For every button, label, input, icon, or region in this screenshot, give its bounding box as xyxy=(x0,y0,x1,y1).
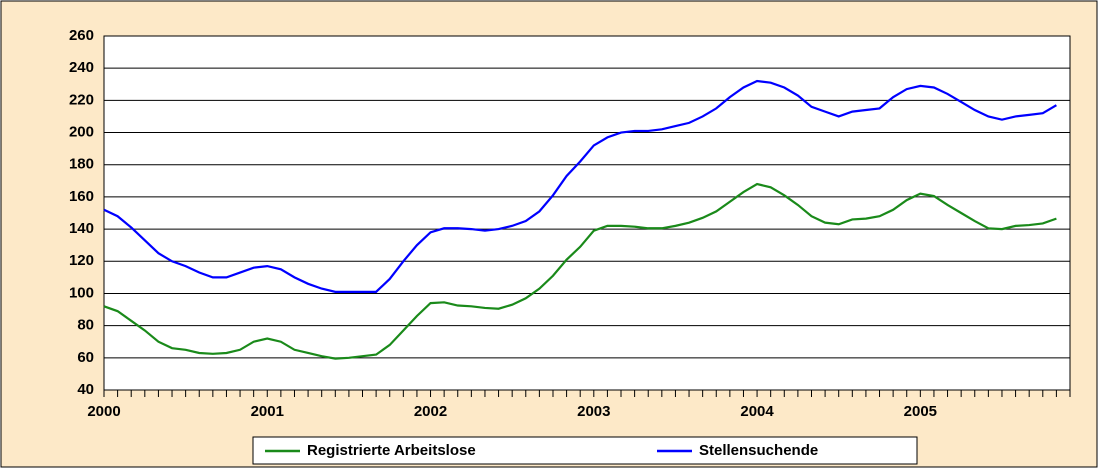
data-line xyxy=(103,182,1057,360)
y-tick-label: 260 xyxy=(69,27,94,44)
y-tick-label: 80 xyxy=(77,317,94,334)
y-tick-label: 120 xyxy=(69,252,94,269)
x-tick-label: 2005 xyxy=(904,403,937,420)
x-tick-label: 2001 xyxy=(251,403,284,420)
legend-label: Registrierte Arbeitslose xyxy=(307,442,476,459)
x-tick-label: 2003 xyxy=(577,403,610,420)
y-tick-label: 40 xyxy=(77,381,94,398)
x-tick-label: 2004 xyxy=(740,403,774,420)
y-tick-label: 200 xyxy=(69,124,94,141)
y-tick-label: 160 xyxy=(69,188,94,205)
x-tick-label: 2002 xyxy=(414,403,447,420)
legend-label: Stellensuchende xyxy=(699,442,818,459)
data-line xyxy=(103,79,1057,293)
plot-area xyxy=(103,35,1071,391)
y-tick-label: 100 xyxy=(69,284,94,301)
y-tick-label: 60 xyxy=(77,349,94,366)
legend-box xyxy=(252,436,918,465)
y-tick-label: 140 xyxy=(69,220,94,237)
y-tick-label: 220 xyxy=(69,91,94,108)
y-tick-label: 180 xyxy=(69,156,94,173)
x-tick-label: 2000 xyxy=(87,403,120,420)
y-tick-label: 240 xyxy=(69,59,94,76)
